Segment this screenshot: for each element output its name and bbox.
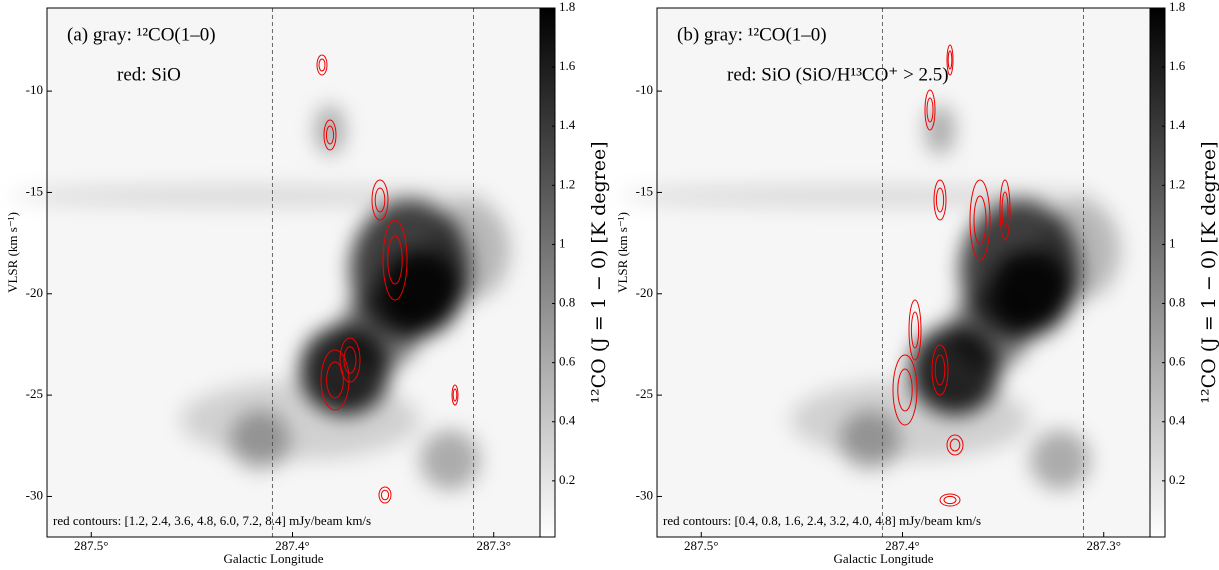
co-blob (420, 430, 480, 490)
sio-contour (323, 119, 337, 151)
colorbar (1149, 7, 1166, 538)
y-tick-label: -30 (636, 487, 653, 502)
contour-note: red contours: [1.2, 2.4, 3.6, 4.8, 6.0, … (53, 513, 371, 528)
y-tick-label: -30 (26, 487, 43, 502)
colorbar-label: ¹²CO (J = 1 − 0) [K degree] (1198, 141, 1219, 403)
co-blob (950, 290, 1030, 370)
sio-contour (382, 219, 408, 301)
co-emission (620, 105, 1120, 490)
co-blob (315, 105, 345, 155)
colorbar-label: ¹²CO (J = 1 − 0) [K degree] (588, 141, 610, 403)
sio-contour (910, 311, 920, 349)
sio-contour (380, 489, 390, 501)
colorbar-tick-label: 1.2 (1169, 176, 1185, 191)
sio-contour (316, 54, 328, 76)
colorbar-tick-label: 1 (559, 235, 566, 250)
colorbar-tick-label: 1.4 (1169, 117, 1186, 132)
x-tick-label: 287.4° (885, 538, 919, 553)
contour-note: red contours: [0.4, 0.8, 1.6, 2.4, 3.2, … (663, 513, 981, 528)
co-blob (790, 380, 1030, 460)
co-blob (10, 186, 490, 206)
sio-contour (935, 187, 945, 213)
co-blob (1030, 430, 1090, 490)
y-tick-label: -15 (636, 183, 653, 198)
co-blob (620, 186, 1100, 206)
colorbar (539, 7, 556, 538)
sio-contour (924, 89, 936, 131)
x-axis-label: Galactic Longitude (224, 551, 324, 566)
colorbar-tick-label: 0.8 (1169, 295, 1185, 310)
colorbar-tick-label: 0.4 (1169, 413, 1186, 428)
sio-contour (1001, 191, 1009, 229)
sio-contour (999, 179, 1011, 241)
colorbar-tick-label: 0.4 (559, 413, 576, 428)
y-axis-label: VLSR (km s⁻¹) (615, 212, 630, 293)
y-tick-label: -10 (26, 82, 43, 97)
x-tick-label: 287.5° (74, 538, 108, 553)
series-label: red: SiO (SiO/H¹³CO⁺ > 2.5) (727, 64, 949, 85)
sio-contour (933, 179, 947, 221)
x-axis-label: Galactic Longitude (834, 551, 934, 566)
colorbar-tick-label: 1.2 (559, 176, 575, 191)
x-tick-label: 287.3° (1086, 538, 1120, 553)
sio-contour (946, 44, 954, 76)
colorbar-tick-label: 1.8 (1169, 0, 1185, 14)
colorbar-tick-label: 0.2 (559, 472, 575, 487)
sio-contour (897, 368, 913, 412)
colorbar-tick-label: 0.8 (559, 295, 575, 310)
sio-contour (939, 493, 961, 507)
sio-contour (343, 346, 357, 374)
sio-contour (943, 495, 957, 505)
co-blob (430, 200, 510, 300)
sio-contour (969, 179, 991, 261)
sio-contour (947, 50, 953, 70)
sio-contour (387, 235, 403, 285)
sio-contour (452, 388, 458, 402)
sio-contour (325, 125, 335, 145)
sio-contour (892, 354, 918, 426)
co-emission (10, 105, 510, 490)
series-label: red: SiO (117, 64, 181, 85)
sio-contour (926, 97, 934, 123)
colorbar-tick-label: 0.2 (1169, 472, 1185, 487)
colorbar-tick-label: 1.6 (559, 58, 576, 73)
colorbar-tick-label: 0.6 (1169, 354, 1186, 369)
colorbar-tick-label: 1.4 (559, 117, 576, 132)
sio-contour (946, 434, 964, 456)
co-blob (1040, 200, 1120, 300)
x-tick-label: 287.3° (476, 538, 510, 553)
y-tick-label: -20 (636, 285, 653, 300)
sio-contour (339, 337, 361, 383)
panel-title: (a) gray: ¹²CO(1–0) (67, 24, 216, 45)
x-tick-label: 287.4° (275, 538, 309, 553)
sio-contour (934, 354, 946, 386)
sio-contour (451, 384, 459, 406)
sio-contour (318, 58, 326, 72)
co-blob (180, 380, 420, 460)
colorbar-tick-label: 1 (1169, 235, 1176, 250)
sio-contour (973, 195, 987, 245)
sio-contour (949, 438, 961, 452)
sio-contour (320, 349, 350, 411)
colorbar-tick-label: 1.8 (559, 0, 575, 14)
y-tick-label: -15 (26, 183, 43, 198)
y-tick-label: -25 (26, 386, 43, 401)
sio-contour (374, 187, 386, 213)
co-blob (340, 290, 420, 370)
panel-title: (b) gray: ¹²CO(1–0) (677, 24, 827, 45)
y-tick-label: -25 (636, 386, 653, 401)
sio-contour (371, 179, 389, 221)
sio-contour (908, 299, 922, 361)
sio-contour (326, 361, 344, 399)
y-tick-label: -20 (26, 285, 43, 300)
sio-contour (931, 344, 949, 396)
sio-contour (378, 486, 392, 504)
colorbar-tick-label: 0.6 (559, 354, 576, 369)
y-axis-label: VLSR (km s⁻¹) (5, 212, 20, 293)
y-tick-label: -10 (636, 82, 653, 97)
colorbar-tick-label: 1.6 (1169, 58, 1186, 73)
x-tick-label: 287.5° (684, 538, 718, 553)
